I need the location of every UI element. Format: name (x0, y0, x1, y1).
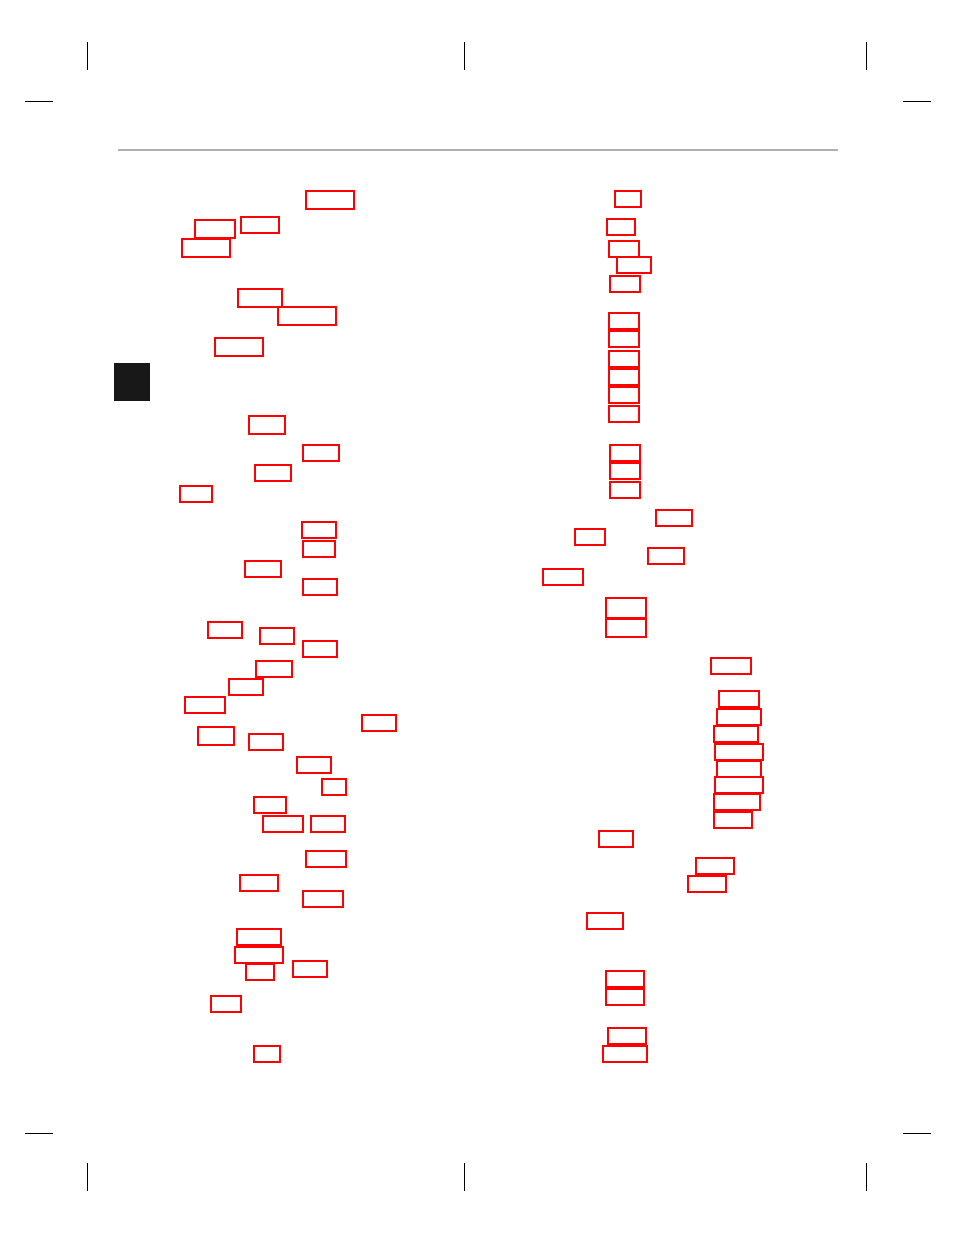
annotation-box (301, 521, 337, 539)
annotation-box (609, 462, 641, 480)
annotation-box (713, 793, 761, 811)
annotation-box (710, 657, 752, 675)
annotation-box (228, 678, 264, 696)
crop-mark (25, 1133, 53, 1134)
annotation-box (244, 560, 282, 578)
annotation-box (253, 1045, 281, 1063)
annotation-box (574, 528, 606, 546)
annotation-box (262, 815, 304, 833)
thumb-tab (114, 363, 150, 401)
annotation-box (321, 778, 347, 796)
annotation-box (248, 733, 284, 751)
annotation-box (542, 568, 584, 586)
annotation-box (361, 714, 397, 732)
crop-mark (464, 42, 465, 70)
annotation-box (236, 928, 282, 946)
crop-mark (25, 101, 53, 102)
annotation-box (616, 256, 652, 274)
crop-mark (87, 1163, 88, 1191)
annotation-box (607, 1027, 647, 1045)
annotation-box (302, 890, 344, 908)
annotation-box (608, 330, 640, 348)
annotation-box (718, 690, 760, 708)
annotation-box (713, 811, 753, 829)
crop-mark (903, 1133, 931, 1134)
annotation-box (602, 1045, 648, 1063)
annotation-box (609, 275, 641, 293)
crop-mark (87, 42, 88, 70)
annotation-box (609, 481, 641, 499)
crop-mark (866, 1163, 867, 1191)
annotation-box (302, 578, 338, 596)
annotation-box (296, 756, 332, 774)
annotation-box (598, 830, 634, 848)
annotation-box (310, 815, 346, 833)
annotation-box (255, 660, 293, 678)
annotation-box (234, 946, 284, 964)
annotation-box (695, 857, 735, 875)
annotation-box (647, 547, 685, 565)
annotation-box (237, 288, 283, 308)
annotation-box (605, 597, 647, 619)
crop-mark (903, 101, 931, 102)
page (0, 0, 954, 1235)
annotation-box (245, 963, 275, 981)
annotation-box (608, 350, 640, 368)
annotation-box (292, 960, 328, 978)
annotation-box (713, 725, 759, 743)
annotation-box (586, 912, 624, 930)
annotation-box (239, 874, 279, 892)
annotation-box (194, 219, 236, 239)
annotation-box (716, 708, 762, 726)
annotation-box (608, 386, 640, 404)
annotation-box (614, 190, 642, 208)
annotation-box (714, 743, 764, 761)
annotation-box (210, 995, 242, 1013)
annotation-box (605, 988, 645, 1006)
annotation-box (605, 618, 647, 638)
annotation-box (277, 306, 337, 326)
annotation-box (253, 796, 287, 814)
annotation-box (305, 190, 355, 210)
annotation-box (687, 875, 727, 893)
annotation-box (254, 464, 292, 482)
annotation-box (302, 444, 340, 462)
annotation-box (605, 970, 645, 988)
annotation-box (184, 696, 226, 714)
annotation-box (608, 405, 640, 423)
annotation-box (608, 312, 640, 330)
crop-mark (866, 42, 867, 70)
annotation-box (302, 640, 338, 658)
annotation-box (609, 444, 641, 462)
annotation-box (240, 216, 280, 234)
annotation-box (655, 509, 693, 527)
annotation-box (207, 621, 243, 639)
annotation-box (179, 485, 213, 503)
annotation-box (305, 850, 347, 868)
header-rule (118, 149, 838, 151)
annotation-box (181, 238, 231, 258)
annotation-box (608, 368, 640, 386)
crop-mark (464, 1163, 465, 1191)
annotation-box (606, 218, 636, 236)
annotation-box (302, 540, 336, 558)
annotation-box (714, 776, 764, 794)
annotation-box (248, 415, 286, 435)
annotation-box (259, 627, 295, 645)
annotation-box (214, 337, 264, 357)
annotation-box (197, 726, 235, 746)
